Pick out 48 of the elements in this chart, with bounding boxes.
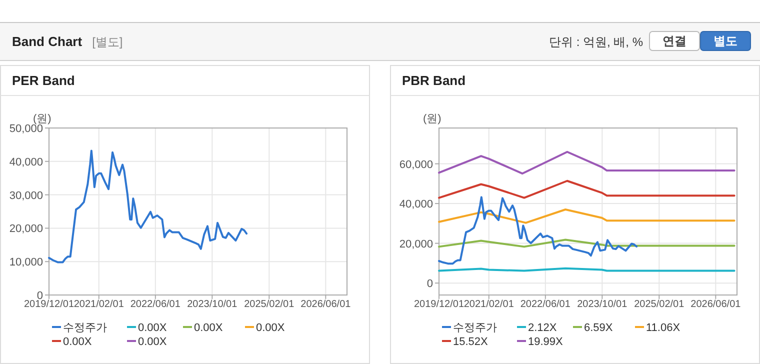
- line-series: [438, 180, 736, 199]
- y-axis-title: (원): [33, 113, 52, 125]
- text: 별도: [714, 34, 738, 48]
- x-tick-label: 2021/02/01: [464, 299, 514, 310]
- y-axis-title: (원): [423, 113, 442, 125]
- line-series: [438, 238, 736, 248]
- legend-label: 6.59X: [584, 322, 614, 334]
- chart-title: PBR Band: [402, 73, 466, 88]
- line-series: [438, 150, 736, 175]
- x-tick-label: 2025/02/01: [634, 299, 685, 310]
- legend-label: 2.12X: [528, 322, 558, 334]
- x-tick-label: 2021/02/01: [74, 299, 124, 310]
- legend-label: 0.00X: [256, 322, 286, 334]
- legend-label: 수정주가: [453, 322, 497, 334]
- y-tick-label: 20,000: [399, 238, 433, 250]
- x-tick-label: 2026/06/01: [690, 299, 742, 310]
- text: 단위 : 억원, 배, %: [548, 35, 644, 49]
- text: [별도]: [92, 35, 123, 49]
- line-series: [438, 208, 736, 224]
- y-tick-label: 20,000: [9, 223, 43, 236]
- x-tick-label: 2023/10/01: [577, 299, 628, 310]
- legend-label: 0.00X: [63, 336, 92, 348]
- legend-label: 0.00X: [138, 336, 168, 348]
- line-series: [48, 150, 248, 264]
- text: Band Chart: [12, 34, 83, 49]
- legend-label: 0.00X: [138, 322, 168, 334]
- y-tick-label: 60,000: [399, 158, 433, 171]
- x-tick-label: 2019/12/01: [24, 299, 74, 310]
- y-tick-label: 0: [426, 278, 433, 290]
- x-tick-label: 2022/06/01: [130, 299, 181, 310]
- legend-label: 0.00X: [194, 322, 224, 334]
- y-tick-label: 40,000: [9, 156, 43, 168]
- legend-label: 11.06X: [646, 322, 681, 334]
- x-tick-label: 2025/02/01: [244, 299, 295, 310]
- y-tick-label: 30,000: [9, 190, 43, 202]
- legend-label: 19.99X: [528, 336, 564, 348]
- legend-label: 수정주가: [63, 322, 107, 334]
- x-tick-label: 2022/06/01: [520, 299, 571, 310]
- text: 연결: [662, 34, 686, 48]
- y-tick-label: 40,000: [399, 198, 433, 211]
- line-series: [438, 196, 638, 265]
- x-tick-label: 2019/12/01: [414, 299, 464, 310]
- chart-title: PER Band: [12, 73, 75, 88]
- legend-label: 15.52X: [453, 336, 489, 348]
- x-tick-label: 2026/06/01: [300, 299, 352, 310]
- y-tick-label: 50,000: [9, 123, 43, 135]
- y-tick-label: 10,000: [9, 256, 43, 269]
- x-tick-label: 2023/10/01: [187, 299, 238, 310]
